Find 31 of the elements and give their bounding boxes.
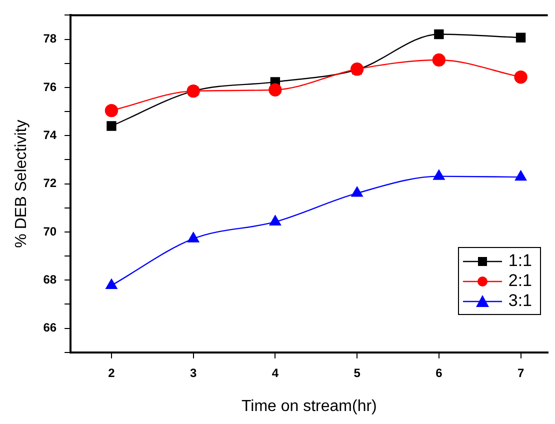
point <box>514 170 527 181</box>
legend-label: 3:1 <box>508 291 532 311</box>
y-tick-label: 72 <box>43 176 57 190</box>
legend-label: 2:1 <box>508 271 532 291</box>
point <box>106 278 118 290</box>
x-tick-label: 5 <box>354 366 361 380</box>
y-tick-label: 74 <box>43 128 57 142</box>
point <box>434 29 444 40</box>
point <box>433 170 445 180</box>
x-tick-label: 7 <box>517 366 524 380</box>
y-tick-label: 78 <box>43 32 57 46</box>
point <box>188 232 200 242</box>
point <box>516 32 526 42</box>
point <box>268 83 282 96</box>
point <box>432 53 446 67</box>
point <box>106 121 116 131</box>
legend-label: 1:1 <box>508 251 532 271</box>
y-tick-label: 66 <box>43 320 57 335</box>
point <box>269 215 281 226</box>
y-tick-label: 70 <box>43 224 57 238</box>
x-tick-label: 2 <box>108 366 116 380</box>
y-tick-label: 76 <box>43 80 57 94</box>
point <box>104 104 118 118</box>
y-tick-label: 68 <box>43 272 57 286</box>
x-tick-label: 6 <box>436 366 443 380</box>
x-axis-title: Time on stream(hr) <box>241 398 377 415</box>
x-tick-label: 4 <box>272 366 279 380</box>
y-axis-title: % DEB Selectivity <box>13 120 30 248</box>
point <box>514 70 528 84</box>
x-tick-label: 3 <box>190 366 197 380</box>
point <box>351 186 363 197</box>
